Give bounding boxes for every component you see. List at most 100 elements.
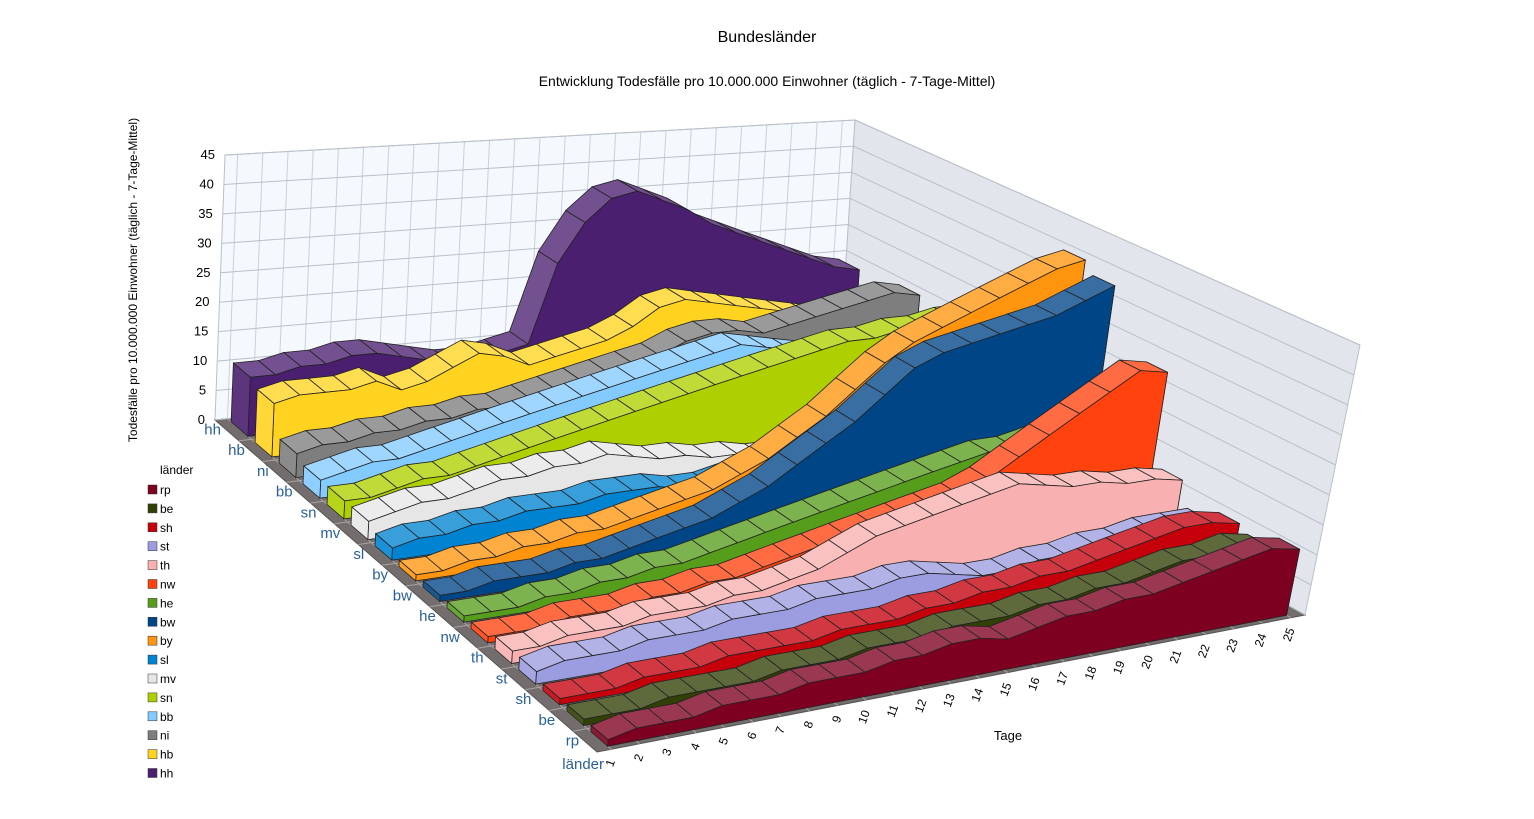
x-tick-label: 6 — [744, 730, 760, 741]
z-tick-label: hh — [204, 421, 221, 438]
ribbon-start — [518, 656, 537, 686]
grid-line — [853, 145, 1355, 376]
legend-swatch — [147, 522, 158, 533]
ribbon-start — [302, 465, 322, 500]
ribbon-start — [230, 362, 251, 438]
legend-swatch — [147, 541, 158, 551]
x-tick-label: 22 — [1195, 642, 1213, 660]
x-tick-label: 17 — [1053, 670, 1071, 688]
legend-title: länder — [160, 463, 193, 477]
x-tick-label: 13 — [940, 691, 958, 709]
x-tick-label: 4 — [687, 741, 703, 752]
z-tick-label: be — [539, 712, 556, 729]
ribbon-start — [350, 506, 370, 541]
x-tick-label: 5 — [716, 735, 732, 746]
x-tick-label: 21 — [1167, 648, 1185, 666]
ribbon-start — [278, 438, 298, 479]
x-tick-label: 12 — [912, 697, 930, 715]
ribbon-start — [446, 600, 465, 624]
legend-swatch — [147, 560, 158, 570]
ribbon-start — [254, 388, 275, 458]
legend-label: th — [160, 559, 170, 573]
x-tick-label: 10 — [855, 708, 873, 726]
y-tick-label: 10 — [193, 353, 207, 368]
x-tick-label: 11 — [884, 702, 902, 719]
z-tick-label: nw — [441, 629, 460, 646]
z-tick-label: bb — [276, 484, 293, 501]
ribbon-start — [326, 485, 346, 520]
legend-label: he — [160, 596, 174, 610]
z-tick-label: st — [496, 670, 509, 687]
y-tick-label: 25 — [196, 265, 210, 280]
x-tick-label: 7 — [772, 724, 788, 735]
grid-line — [224, 119, 856, 156]
x-tick-label: 14 — [968, 686, 986, 704]
legend-label: bb — [160, 710, 174, 724]
legend-swatch — [147, 484, 158, 495]
y-tick-label: 40 — [199, 176, 213, 191]
ribbon-front — [607, 548, 1301, 747]
legend-swatch — [147, 711, 158, 722]
legend-swatch — [147, 598, 158, 608]
x-tick-label: 18 — [1082, 664, 1100, 682]
grid-line — [854, 119, 1361, 346]
legend-label: sn — [160, 691, 173, 705]
grid-line — [222, 171, 852, 215]
y-tick-label: 45 — [201, 147, 215, 162]
z-tick-label: by — [372, 567, 388, 584]
x-tick-label: 19 — [1110, 659, 1128, 677]
legend-label: sh — [160, 521, 173, 535]
legend-swatch — [147, 692, 158, 703]
z-tick-label: he — [419, 608, 436, 625]
chart-title: Bundesländer — [718, 29, 817, 46]
ribbon-start — [494, 635, 513, 665]
x-tick-label: 1 — [603, 757, 619, 768]
ribbon-front — [559, 522, 1240, 706]
ribbon-front — [439, 285, 1116, 602]
z-tick-label: sh — [515, 691, 531, 708]
ribbon-start — [470, 621, 489, 644]
z-tick-label: rp — [566, 733, 579, 750]
legend-swatch — [147, 749, 158, 759]
x-tick-label: 15 — [997, 680, 1015, 698]
legend-label: sl — [160, 653, 169, 667]
legend-label: hh — [160, 767, 173, 781]
y-axis-label: Todesfälle pro 10.000.000 Einwohner (täg… — [126, 118, 140, 442]
legend-swatch — [147, 503, 158, 514]
legend-swatch — [147, 617, 158, 627]
legend-label: by — [160, 634, 173, 648]
legend-swatch — [147, 768, 158, 778]
y-tick-label: 5 — [199, 383, 206, 398]
z-axis-label: länder — [562, 756, 604, 773]
z-tick-label: sn — [301, 504, 317, 521]
legend-swatch — [147, 730, 158, 740]
x-tick-label: 25 — [1280, 626, 1298, 644]
legend-label: hb — [160, 748, 174, 762]
x-tick-label: 3 — [659, 746, 675, 757]
y-tick-label: 35 — [198, 206, 212, 221]
chart-subtitle: Entwicklung Todesfälle pro 10.000.000 Ei… — [539, 73, 996, 89]
legend-label: bw — [160, 615, 176, 629]
x-tick-label: 8 — [801, 719, 817, 730]
z-tick-label: ni — [257, 463, 269, 480]
z-tick-label: th — [471, 650, 484, 667]
y-tick-label: 0 — [198, 412, 205, 427]
y-tick-label: 30 — [197, 235, 211, 250]
grid-line — [227, 154, 239, 419]
legend-swatch — [147, 673, 158, 684]
legend-label: mv — [160, 672, 176, 686]
legend-label: st — [160, 540, 170, 554]
x-tick-label: 16 — [1025, 675, 1043, 693]
grid-line — [221, 197, 851, 244]
y-tick-label: 20 — [195, 294, 209, 309]
x-tick-label: 20 — [1138, 653, 1156, 671]
ribbon-start — [566, 703, 585, 727]
z-tick-label: hb — [228, 442, 245, 459]
ribbon-start — [374, 532, 393, 562]
z-tick-label: bw — [393, 587, 412, 604]
x-tick-label: 23 — [1223, 637, 1241, 655]
legend-label: nw — [160, 578, 176, 592]
legend-label: rp — [160, 483, 171, 497]
grid-line — [223, 145, 854, 185]
